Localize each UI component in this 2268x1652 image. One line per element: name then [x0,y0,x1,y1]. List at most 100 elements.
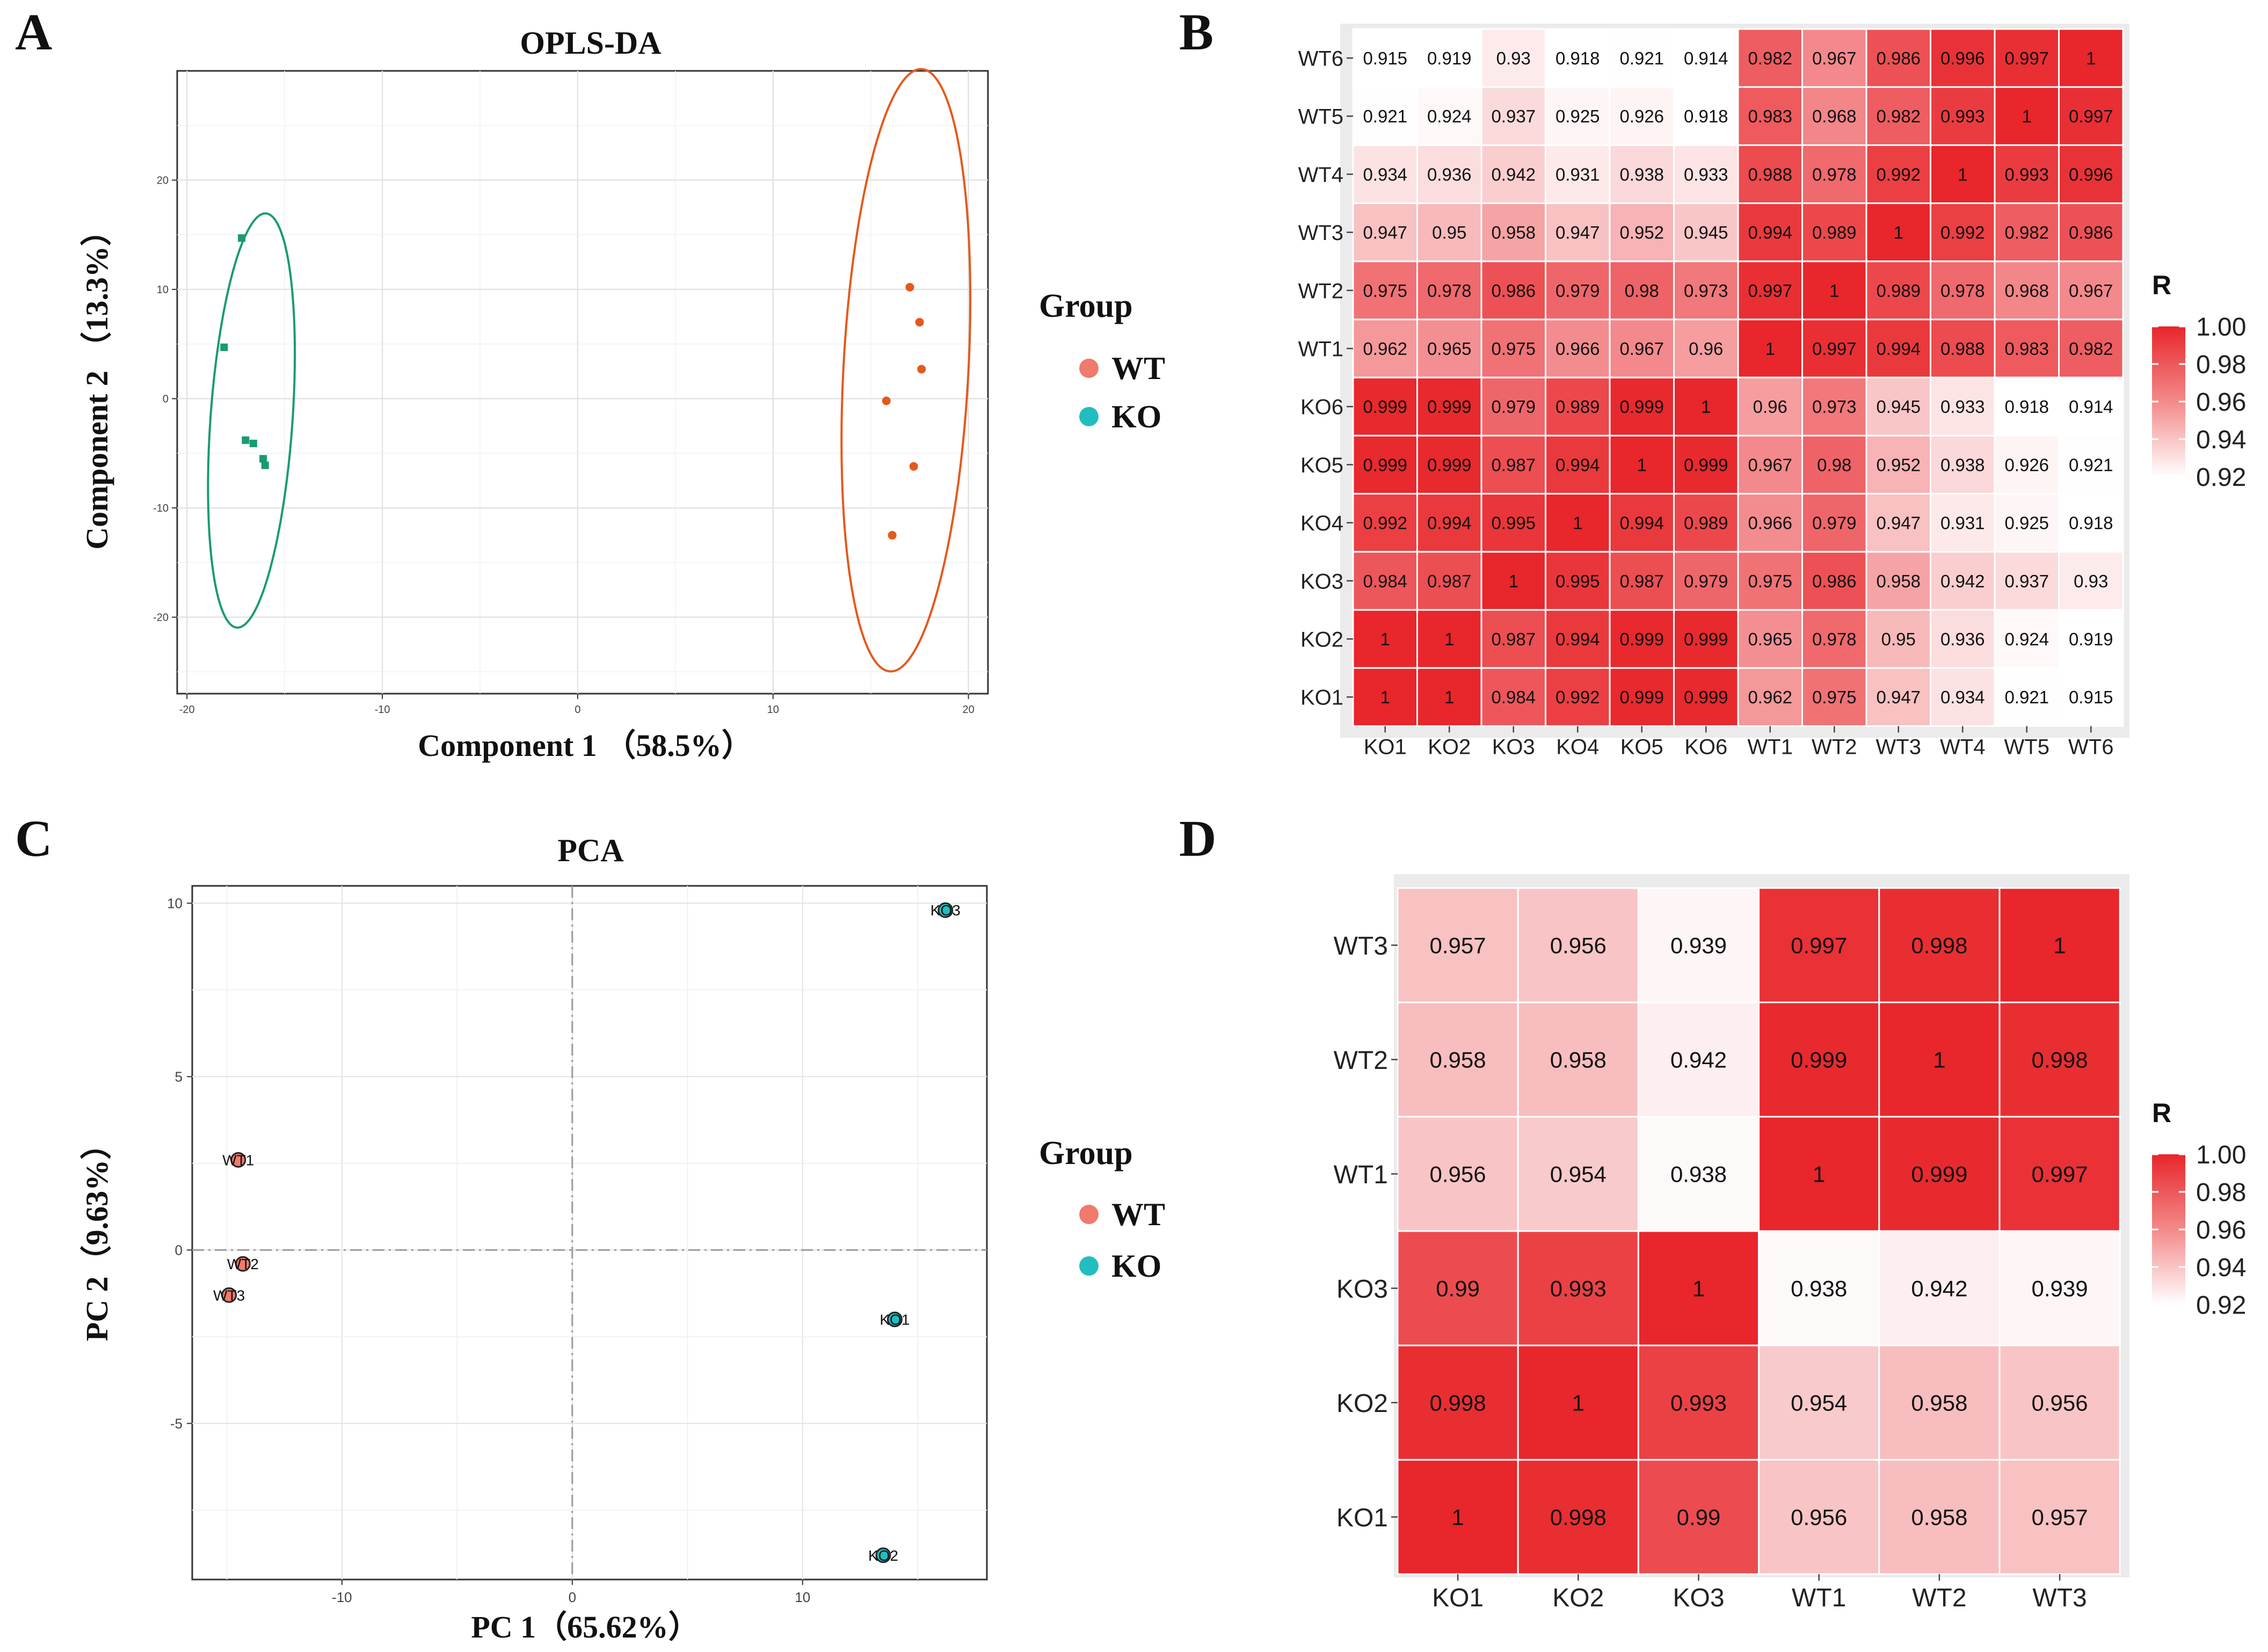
heatmap-cell-label: 0.982 [2069,339,2113,359]
panel-letter-b: B [1179,3,1213,61]
colorbar-tick-label: 0.98 [2196,1178,2246,1207]
heatmap-cell-label: 0.918 [2069,513,2113,533]
heatmap-cell-label: 0.93 [2074,571,2108,591]
row-label: WT1 [1334,1161,1388,1189]
col-label: WT1 [1792,1584,1846,1612]
heatmap-cell-label: 0.918 [1684,106,1728,126]
heatmap-cell-label: 0.962 [1363,339,1407,359]
row-label: KO3 [1336,1275,1388,1304]
heatmap-cell-label: 0.937 [2004,571,2049,591]
heatmap-cell-label: 0.98 [1625,281,1659,301]
legend-title-a: Group [1039,288,1133,324]
row-label: KO6 [1300,396,1343,419]
heatmap-cell-label: 0.994 [1619,513,1664,533]
data-point-ko [261,461,269,469]
heatmap-cell-label: 0.954 [1791,1391,1847,1416]
col-label: KO3 [1492,735,1535,759]
heatmap-cell-label: 1 [1765,339,1775,359]
data-point-wt [221,1287,237,1303]
heatmap-cell-label: 0.979 [1684,571,1728,591]
data-point-label: WT1 [222,1152,254,1168]
heatmap-cell-label: 0.942 [1491,164,1536,184]
heatmap-cell-label: 0.966 [1748,513,1792,533]
heatmap-cell-label: 1 [1451,1505,1464,1530]
heatmap-cell-label: 0.965 [1748,629,1792,649]
panel-letter-a: A [15,3,52,61]
heatmap-cell-label: 0.926 [2004,455,2049,475]
heatmap-cell-label: 0.958 [1430,1047,1486,1073]
legend-swatch-ko-c [1079,1256,1099,1276]
row-label: WT1 [1298,338,1343,361]
heatmap-cell-label: 0.956 [1430,1162,1486,1187]
heatmap-cell-label: 0.938 [1619,164,1664,184]
heatmap-cell-label: 0.942 [1911,1276,1967,1301]
heatmap-cell [1801,551,1867,611]
heatmap-cell [1545,28,1611,88]
heatmap-cell [1865,551,1931,611]
heatmap-cell-label: 0.995 [1491,513,1536,533]
heatmap-cell [1994,28,2060,88]
heatmap-cell-label: 0.983 [2004,339,2049,359]
colorbar-tick-label: 0.94 [2196,1254,2246,1282]
heatmap-cell-label: 0.924 [2004,629,2049,649]
heatmap-cell-label: 0.95 [1881,629,1916,649]
heatmap-cell-label: 0.938 [1791,1276,1847,1301]
heatmap-cell-label: 0.999 [1684,687,1728,707]
y-axis-label-a: Component 2 （13.3%） [79,215,114,550]
heatmap-cell-label: 1 [1894,223,1903,243]
heatmap-cell-label: 0.997 [2004,48,2049,68]
heatmap-cell-label: 0.996 [2069,164,2113,184]
heatmap-cell-label: 1 [2022,106,2032,126]
heatmap-cell [1801,376,1867,436]
heatmap-cell-label: 0.915 [1363,48,1407,68]
y-tick-label-a: 10 [157,284,169,296]
data-point-ko [242,436,250,444]
colorbar-tick-label: 0.92 [2196,1291,2246,1320]
heatmap-cell-label: 0.994 [1555,455,1600,475]
heatmap-cell-label: 0.957 [1430,933,1486,958]
heatmap-cell [1517,887,1639,1003]
heatmap-cell [1878,1230,2001,1347]
heatmap-b: 0.915 0.919 0.93 0.918 0.921 0.914 0.982 0.967 0… [1298,28,2124,759]
heatmap-cell-label: 0.999 [1619,687,1664,707]
heatmap-cell-label: 0.994 [1555,629,1600,649]
heatmap-cell [1352,28,1418,88]
row-label: WT2 [1298,279,1343,303]
heatmap-cell [1416,86,1482,146]
heatmap-cell [1865,609,1931,669]
heatmap-cell-label: 0.956 [1550,933,1607,958]
heatmap-cell [1998,887,2121,1003]
heatmap-cell [1758,887,1880,1003]
heatmap-cell [1609,493,1675,553]
data-point-ko [259,455,267,463]
heatmap-cell-label: 0.915 [2069,687,2113,707]
heatmap-cell-label: 1 [1829,281,1839,301]
data-point-ko [937,902,954,918]
heatmap-cell [1673,434,1739,495]
data-point-ko [238,234,246,242]
heatmap-cell [1930,86,1996,146]
heatmap-cell [1480,434,1546,495]
heatmap-cell [1517,1459,1639,1575]
heatmap-cell [1609,376,1675,436]
row-label: WT3 [1298,221,1343,245]
heatmap-cell-label: 0.938 [1670,1162,1727,1187]
heatmap-cell [1517,1344,1639,1461]
heatmap-cell-label: 0.992 [1555,687,1600,707]
col-label: KO4 [1556,735,1599,759]
x-tick-label-a: -20 [179,704,195,716]
heatmap-cell-label: 0.987 [1491,629,1536,649]
heatmap-cell-label: 0.99 [1436,1276,1480,1301]
data-point-wt [230,1152,246,1168]
heatmap-cell [2058,318,2124,379]
heatmap-cell-label: 0.978 [1427,281,1472,301]
heatmap-cell-label: 1 [1692,1276,1705,1301]
colorbar-ticks-b: 1.00 0.98 0.96 0.94 0.92 [2152,313,2246,492]
legend-label-ko-c: KO [1111,1248,1161,1284]
heatmap-cell [1352,86,1418,146]
heatmap-cell-label: 0.958 [1876,571,1921,591]
heatmap-cell-label: 1 [1444,629,1454,649]
heatmap-cell-label: 0.999 [1619,629,1664,649]
heatmap-cell [1737,376,1803,436]
heatmap-cell [1517,1230,1639,1347]
